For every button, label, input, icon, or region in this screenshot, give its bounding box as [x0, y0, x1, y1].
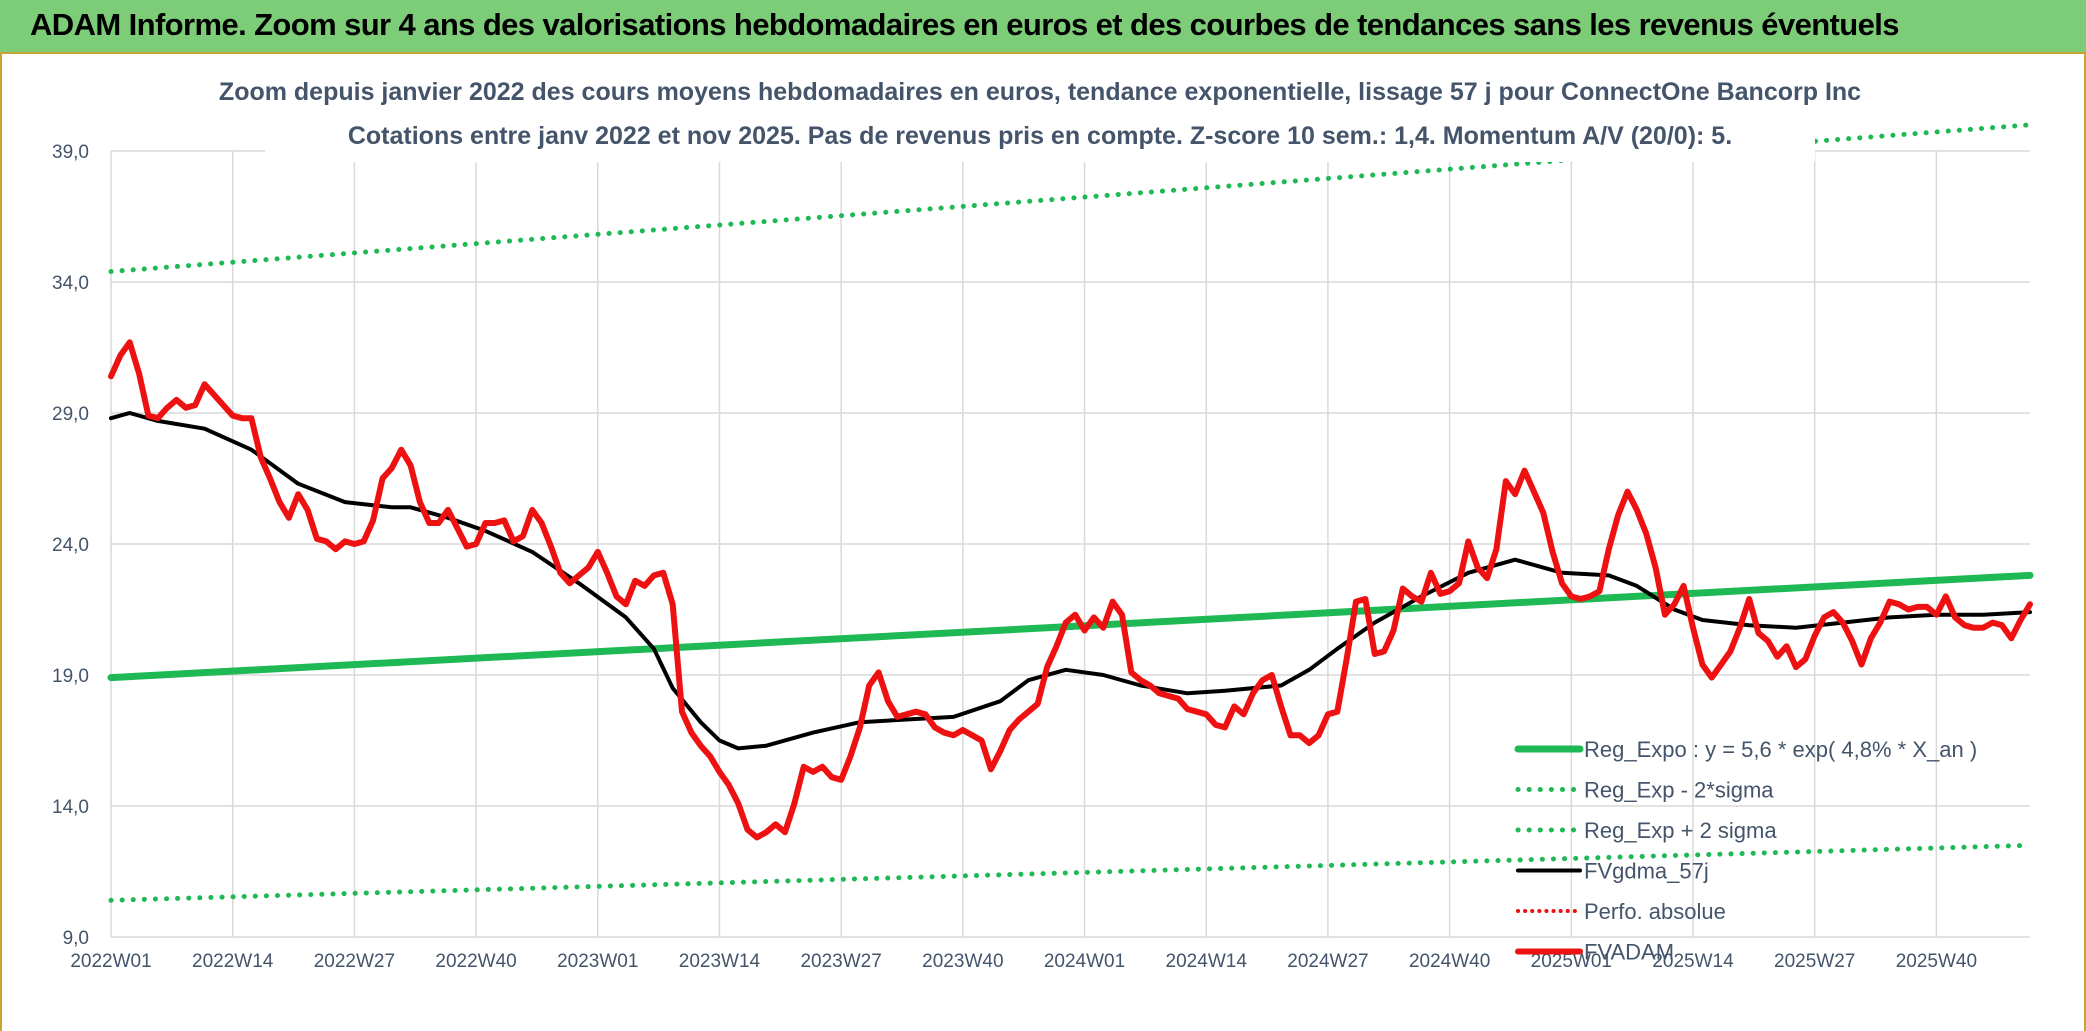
- x-tick-label: 2023W27: [800, 951, 881, 972]
- x-tick-label: 2022W27: [314, 951, 395, 972]
- legend-label: Reg_Exp - 2*sigma: [1584, 778, 1774, 803]
- x-tick-label: 2024W14: [1166, 951, 1248, 972]
- page-title: ADAM Informe. Zoom sur 4 ans des valoris…: [30, 7, 1900, 42]
- x-tick-label: 2023W14: [679, 951, 761, 972]
- series-line-solid-black-3: [109, 411, 2032, 751]
- chart-title: Zoom depuis janvier 2022 des cours moyen…: [219, 78, 1861, 106]
- trend-chart: 9,0 14,0 19,0 24,0 29,0 34,0 39,0 2022W01 2022W1…: [52, 54, 2034, 972]
- x-tick-label: 2025W14: [1652, 951, 1734, 972]
- series-line-dotted-green-1: [108, 842, 2033, 903]
- y-tick-label: 14,0: [52, 797, 89, 818]
- chart-subtitle: Cotations entre janv 2022 et nov 2025. P…: [348, 122, 1732, 150]
- x-tick-label: 2023W01: [557, 951, 638, 972]
- x-tick-label: 2023W40: [922, 951, 1003, 972]
- legend-label: Perfo. absolue: [1584, 899, 1726, 924]
- x-tick-label: 2024W01: [1044, 951, 1125, 972]
- x-tick-label: 2024W27: [1287, 951, 1368, 972]
- legend-label: FVgdma_57j: [1584, 859, 1709, 884]
- y-tick-label: 29,0: [52, 404, 89, 425]
- axis-layer: 9,0 14,0 19,0 24,0 29,0 34,0 39,0 2022W01 2022W1…: [52, 142, 1977, 972]
- x-tick-label: 2022W40: [435, 951, 516, 972]
- x-tick-label: 2022W01: [70, 951, 151, 972]
- series-line-solid-green-0: [107, 571, 2034, 682]
- title-layer: Zoom depuis janvier 2022 des cours moyen…: [219, 54, 1861, 162]
- y-tick-label: 34,0: [52, 273, 89, 294]
- x-tick-label: 2022W14: [192, 951, 274, 972]
- legend-label: Reg_Exp + 2 sigma: [1584, 818, 1777, 843]
- grid-layer: [110, 150, 2030, 938]
- y-tick-label: 19,0: [52, 666, 89, 687]
- y-tick-label: 39,0: [52, 142, 89, 163]
- y-tick-label: 24,0: [52, 535, 89, 556]
- legend: Reg_Expo : y = 5,6 * exp( 4,8% * X_an ) R…: [1514, 737, 1977, 965]
- legend-label: FVADAM: [1584, 940, 1674, 965]
- x-tick-label: 2024W40: [1409, 951, 1490, 972]
- y-tick-label: 9,0: [63, 928, 89, 949]
- title-background: [265, 54, 1815, 162]
- x-tick-label: 2025W40: [1896, 951, 1977, 972]
- legend-label: Reg_Expo : y = 5,6 * exp( 4,8% * X_an ): [1584, 737, 1977, 762]
- series-layer: [107, 122, 2034, 903]
- series-line-solid-red-4: [108, 339, 2033, 841]
- x-tick-label: 2025W01: [1531, 951, 1612, 972]
- header-banner: ADAM Informe. Zoom sur 4 ans des valoris…: [0, 0, 2086, 54]
- x-tick-label: 2025W27: [1774, 951, 1855, 972]
- series-line-dotted-green-2: [108, 122, 2033, 274]
